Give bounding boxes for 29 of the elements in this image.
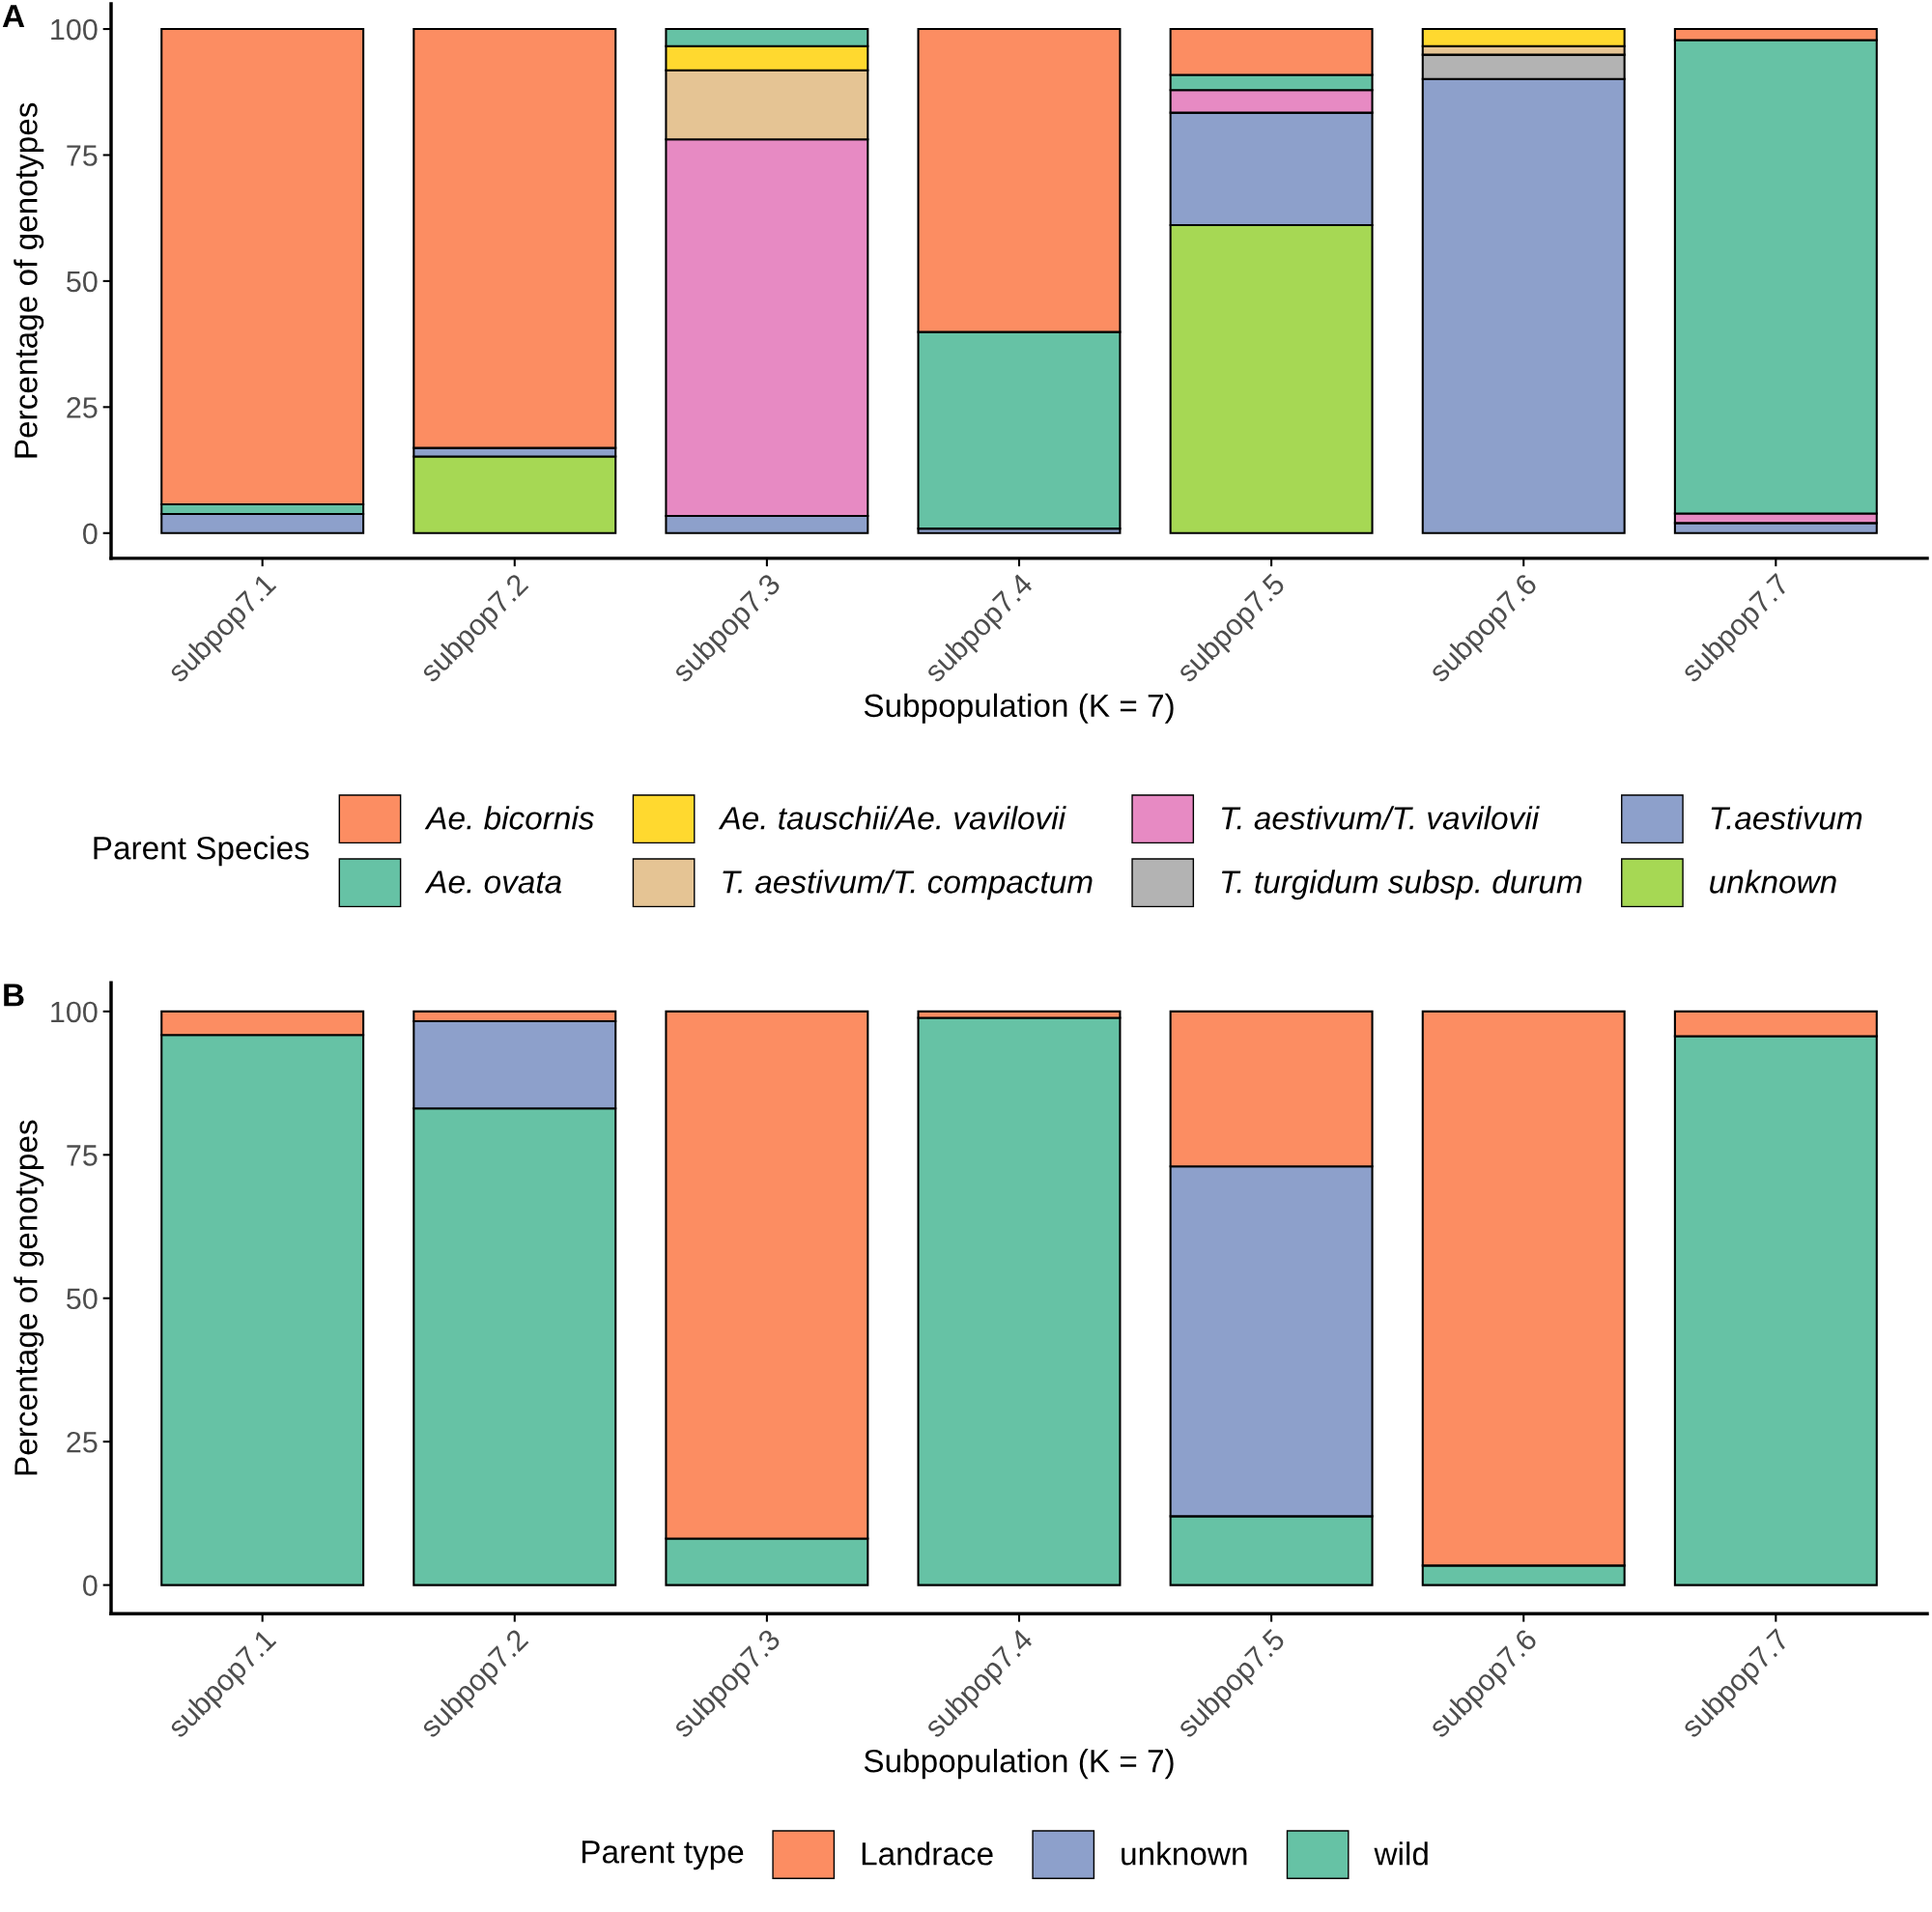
y-axis-title: Percentage of genotypes (14, 1120, 44, 1475)
legend-title: Parent type (582, 1841, 744, 1870)
legend-label: Ae. bicornis (424, 806, 594, 830)
y-tick-label: 100 (51, 1001, 98, 1023)
legend-label: unknown (1122, 1841, 1247, 1866)
y-tick-label: 75 (67, 145, 98, 166)
y-tick-label: 25 (67, 1431, 98, 1453)
legend-label: wild (1374, 1841, 1428, 1866)
y-tick-label: 100 (51, 18, 98, 41)
y-tick-label: 75 (67, 1145, 98, 1166)
y-tick-label: 25 (67, 397, 98, 418)
x-axis-title: Subpopulation (K = 7) (864, 1749, 1174, 1780)
legend-label: Ae. ovata (424, 870, 561, 894)
legend-label: unknown (1710, 870, 1836, 894)
legend-label: T.aestivum (1711, 806, 1862, 830)
text: A (2, 5, 25, 28)
y-tick-label: 0 (83, 1575, 98, 1596)
legend-label: T. turgidum subsp. durum (1222, 870, 1582, 900)
x-axis-title: Subpopulation (K = 7) (864, 693, 1174, 724)
legend-label: Landrace (862, 1841, 993, 1866)
y-tick-label: 0 (83, 523, 98, 545)
legend-label: T. aestivum/T. vavilovii (1222, 806, 1540, 830)
y-tick-label: 50 (67, 1288, 98, 1310)
legend-title: Parent Species (94, 836, 309, 867)
y-tick-label: 50 (67, 271, 98, 293)
y-axis-title: Percentage of genotypes (14, 102, 44, 458)
legend-label: T. aestivum/T. compactum (723, 870, 1093, 900)
legend-label: Ae. tauschii/Ae. vavilovii (718, 806, 1066, 830)
text: B (4, 984, 24, 1007)
